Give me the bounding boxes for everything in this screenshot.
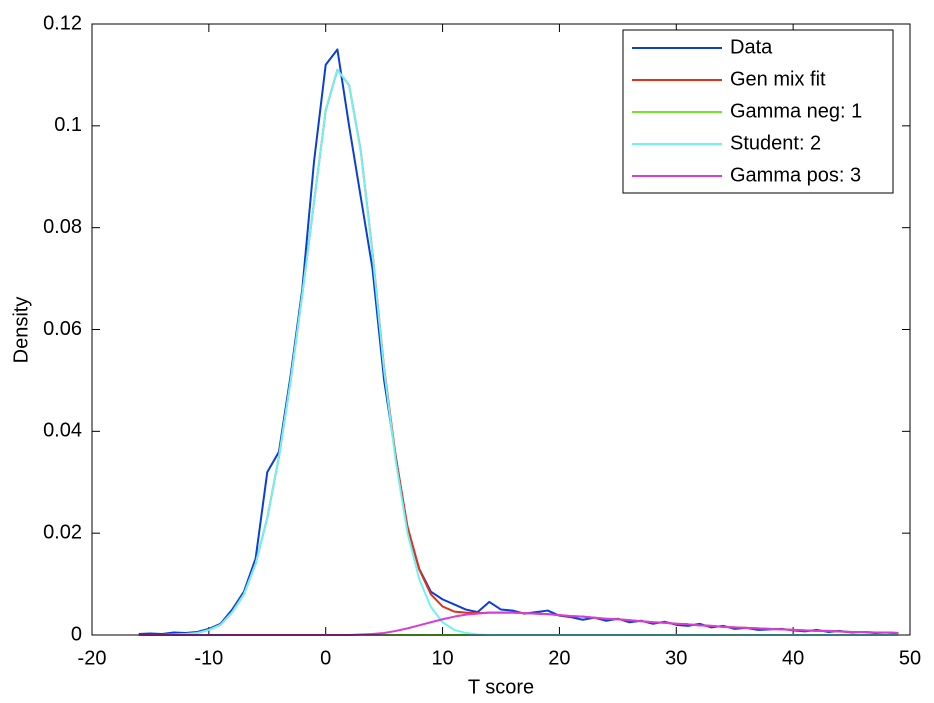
x-tick-label: 40 xyxy=(782,647,804,669)
x-tick-label: -10 xyxy=(194,647,223,669)
x-tick-label: -20 xyxy=(78,647,107,669)
legend-label: Student: 2 xyxy=(730,132,821,154)
y-tick-label: 0.02 xyxy=(43,521,82,543)
plot-frame xyxy=(91,23,911,636)
legend-label: Gen mix fit xyxy=(730,68,826,90)
x-tick-label: 50 xyxy=(899,647,921,669)
legend-label: Data xyxy=(730,36,773,58)
x-tick-label: 10 xyxy=(431,647,453,669)
y-tick-label: 0.04 xyxy=(43,420,82,442)
x-tick-label: 30 xyxy=(665,647,687,669)
y-tick-label: 0.08 xyxy=(43,216,82,238)
y-tick-label: 0.1 xyxy=(54,114,82,136)
y-tick-label: 0.06 xyxy=(43,318,82,340)
x-axis-label: T score xyxy=(468,676,534,698)
y-tick-label: 0 xyxy=(71,623,82,645)
legend-label: Gamma pos: 3 xyxy=(730,164,861,186)
y-tick-label: 0.12 xyxy=(43,12,82,34)
legend-label: Gamma neg: 1 xyxy=(730,100,862,122)
x-tick-label: 0 xyxy=(320,647,331,669)
y-axis-label: Density xyxy=(10,297,32,364)
x-tick-label: 20 xyxy=(548,647,570,669)
